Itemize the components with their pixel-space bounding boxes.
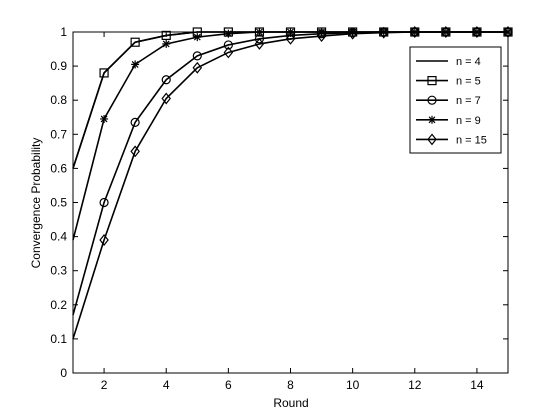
- diamond-marker: [378, 26, 389, 39]
- y-tick-label: 0.5: [50, 196, 67, 210]
- legend-label: n = 4: [456, 56, 481, 68]
- diamond-marker: [347, 27, 358, 40]
- star-marker: [193, 33, 202, 42]
- x-tick-label: 10: [346, 378, 360, 392]
- star-marker: [162, 39, 171, 48]
- diamond-marker: [285, 32, 296, 45]
- y-tick-label: 0: [60, 366, 67, 380]
- legend-entry: n = 4: [416, 56, 481, 68]
- x-axis-label: Round: [273, 396, 308, 410]
- star-marker: [428, 115, 436, 124]
- diamond-marker: [192, 61, 203, 74]
- y-tick-label: 0.3: [50, 264, 67, 278]
- square-marker: [99, 68, 109, 78]
- circle-marker: [161, 75, 171, 85]
- legend: n = 4 n = 5 n = 7 n = 9 n = 15: [409, 46, 502, 154]
- y-tick-label: 0.4: [50, 230, 67, 244]
- diamond-marker: [223, 46, 234, 59]
- x-tick-label: 6: [225, 378, 232, 392]
- legend-entry: n = 15: [416, 133, 487, 146]
- legend-label: n = 5: [456, 76, 481, 88]
- diamond-marker: [316, 30, 327, 43]
- square-marker: [130, 37, 140, 47]
- x-tick-label: 2: [101, 378, 108, 392]
- series-line: [72, 31, 508, 340]
- circle-marker: [99, 197, 109, 208]
- legend-entry: n = 5: [416, 76, 481, 88]
- circle-marker: [130, 117, 140, 127]
- circle-marker: [427, 95, 437, 105]
- y-tick-label: 0.8: [50, 93, 67, 107]
- diamond-marker: [99, 234, 109, 246]
- square-marker: [427, 75, 437, 86]
- axes: 2 4 6 8 10 12 14 0 0.1 0.2 0.3 0.4 0.5 0.6 0.7 0.8 0.9 1: [50, 25, 509, 392]
- series-4: [72, 26, 513, 340]
- diamond-marker: [427, 133, 437, 146]
- circle-marker: [192, 51, 202, 61]
- diamond-marker: [254, 37, 265, 50]
- circle-marker: [223, 40, 233, 50]
- diamond-marker: [441, 26, 451, 38]
- y-tick-label: 0.1: [50, 332, 67, 346]
- square-marker: [161, 30, 171, 41]
- diamond-marker: [161, 92, 171, 105]
- x-tick-label: 14: [470, 378, 484, 392]
- y-axis-label: Convergence Probability: [29, 138, 43, 269]
- star-marker: [224, 29, 233, 38]
- legend-label: n = 15: [456, 134, 487, 146]
- diamond-marker: [130, 145, 140, 158]
- y-tick-label: 0.7: [50, 127, 67, 141]
- star-marker: [255, 28, 264, 36]
- series-layer: [72, 26, 513, 340]
- y-tick-label: 0.9: [50, 59, 67, 73]
- diamond-marker: [472, 26, 482, 38]
- legend-entry: n = 7: [416, 95, 481, 107]
- y-tick-label: 0.2: [50, 298, 67, 312]
- star-marker: [131, 60, 140, 69]
- legend-label: n = 7: [456, 95, 481, 107]
- y-tick-label: 0.6: [50, 161, 67, 175]
- diamond-marker: [410, 26, 420, 38]
- star-marker: [100, 114, 109, 123]
- x-tick-label: 4: [163, 378, 170, 392]
- y-tick-label: 1: [60, 25, 67, 39]
- diamond-marker: [503, 26, 513, 38]
- x-tick-label: 8: [287, 378, 294, 392]
- legend-label: n = 9: [456, 115, 481, 127]
- legend-entry: n = 9: [416, 115, 481, 127]
- x-tick-label: 12: [408, 378, 422, 392]
- star-marker: [286, 28, 295, 36]
